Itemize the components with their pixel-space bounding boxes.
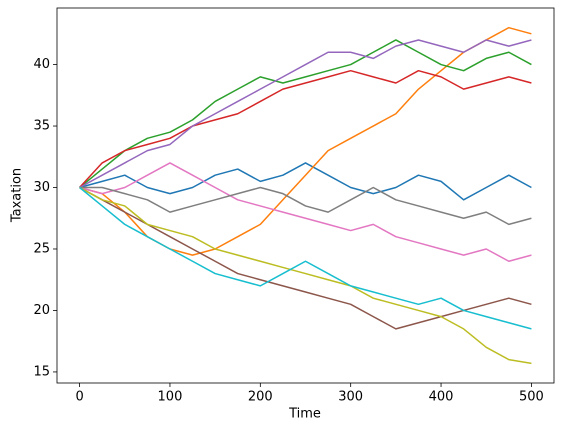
series-line (79, 162, 532, 201)
y-tick-label: 20 (33, 303, 50, 318)
plot-frame (56, 7, 555, 384)
series-line (79, 69, 532, 189)
y-tick-label: 25 (33, 241, 50, 256)
series-line (79, 186, 532, 330)
x-tick-label: 0 (75, 390, 83, 405)
series-line (79, 39, 532, 189)
y-tick-label: 30 (33, 180, 50, 195)
x-tick-label: 300 (338, 390, 363, 405)
series-line (79, 26, 532, 256)
y-axis-label: Taxation (10, 168, 25, 223)
x-tick-label: 100 (158, 390, 183, 405)
y-tick-label: 15 (33, 364, 50, 379)
x-tick-label: 200 (248, 390, 273, 405)
series-line (79, 186, 532, 365)
y-tick-label: 35 (33, 119, 50, 134)
series-line (79, 39, 532, 189)
x-tick-label: 400 (429, 390, 454, 405)
series-line (79, 186, 532, 226)
y-tick-label: 40 (33, 57, 50, 72)
x-tick-label: 500 (519, 390, 544, 405)
x-axis-label: Time (288, 407, 321, 422)
series-line (79, 162, 532, 263)
series-line (79, 186, 532, 330)
